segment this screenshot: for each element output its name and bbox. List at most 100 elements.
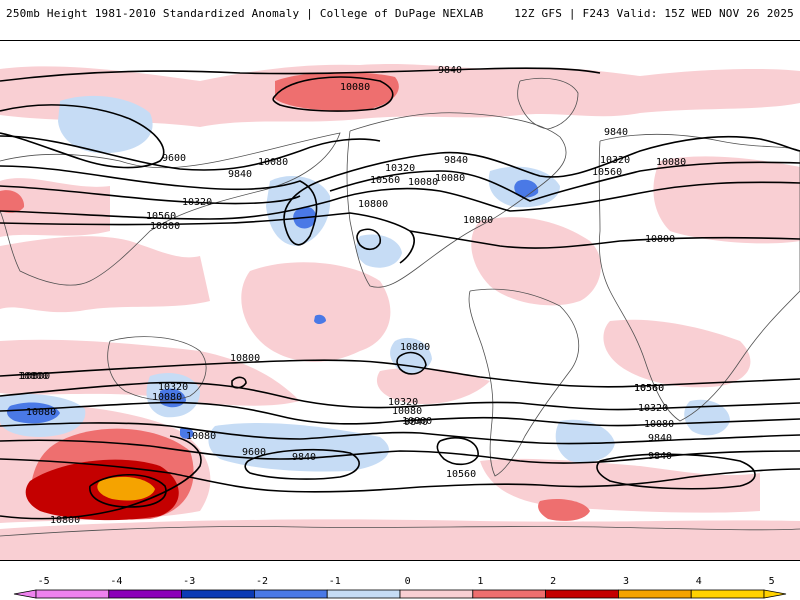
contour-line (0, 381, 800, 411)
anomaly-shade (376, 367, 490, 405)
colorbar-segment (472, 589, 546, 599)
contour-label: 10800 (18, 371, 48, 382)
contour-line (0, 185, 301, 205)
colorbar-tick-label: -2 (256, 576, 268, 587)
contour-label: 10800 (358, 199, 388, 210)
contour-line (0, 135, 381, 171)
contour-line (0, 359, 800, 388)
contour-label: 10080 (656, 157, 686, 168)
anomaly-map: 9840 10080 9600 9840 10080 10320 10560 1… (0, 40, 800, 561)
contour-line (0, 401, 800, 427)
colorbar-tick-labels: -5 -4 -3 -2 -1 0 1 2 3 4 5 (38, 576, 775, 587)
contour-line (436, 437, 479, 466)
contour-line (596, 453, 756, 490)
contour-label: 10800 (50, 515, 80, 526)
colorbar-tick-label: 2 (550, 576, 556, 587)
colorbar-tick-label: -3 (183, 576, 195, 587)
contour-label: 9600 (242, 447, 266, 458)
continent-australia (107, 336, 207, 401)
anomaly-shade (0, 64, 800, 127)
colorbar-segment (35, 589, 110, 599)
continent-europe-africa (598, 133, 800, 422)
contour-label: 10800 (463, 215, 493, 226)
colorbar-tick-label: 5 (769, 576, 775, 587)
anomaly-shade (356, 234, 402, 268)
negative-anomaly-moderate (7, 179, 539, 439)
contour-label: 10800 (230, 353, 260, 364)
colorbar-tick-label: 1 (477, 576, 483, 587)
contour-label: 10080 (340, 82, 370, 93)
positive-anomaly-extreme (97, 476, 155, 501)
contour-label: 10320 (158, 382, 188, 393)
contour-label: 10320 (182, 197, 212, 208)
contour-label: 9840 (404, 417, 428, 428)
contour-label: 9840 (292, 452, 316, 463)
contour-line (89, 473, 167, 508)
contour-label: 10320 (388, 397, 418, 408)
contour-label: 10560 (634, 383, 664, 394)
contour-label: 9840 (604, 127, 628, 138)
anomaly-shade (684, 399, 730, 436)
contour-label: 10800 (402, 416, 432, 427)
anomaly-shade (0, 236, 210, 313)
contour-label: 10800 (20, 371, 50, 382)
colorbar-tick-label: -4 (110, 576, 122, 587)
model-run-info: 12Z GFS | F243 Valid: 15Z WED NOV 26 202… (514, 7, 794, 20)
contour-label: 9600 (162, 153, 186, 164)
anomaly-shade (538, 499, 590, 521)
contour-label: 10080 (186, 431, 216, 442)
contour-label: 10560 (146, 211, 176, 222)
contour-label: 10800 (400, 342, 430, 353)
colorbar-segment (690, 589, 765, 599)
anomaly-shade (603, 319, 751, 388)
header-bar: 250mb Height 1981-2010 Standardized Anom… (0, 0, 800, 28)
colorbar-tick-label: 4 (696, 576, 702, 587)
colorbar-segment (108, 589, 183, 599)
colorbar-segment (399, 589, 474, 599)
colorbar-segment (763, 589, 787, 599)
contour-line (0, 181, 800, 220)
anomaly-shade (471, 217, 601, 306)
continent-south-america (468, 288, 579, 477)
contour-line (0, 67, 601, 82)
contour-label: 9840 (648, 451, 672, 462)
contour-line (231, 376, 247, 389)
contour-line (409, 230, 800, 249)
contour-label: 10080 (152, 392, 182, 403)
contour-label: 10560 (592, 167, 622, 178)
anomaly-shade (514, 179, 539, 198)
contour-label: 10080 (644, 419, 674, 430)
colorbar-tick-label: 0 (405, 576, 411, 587)
anomaly-shade (7, 402, 61, 424)
page-title: 250mb Height 1981-2010 Standardized Anom… (6, 7, 484, 20)
contour-line (356, 228, 382, 251)
colorbar-segment (545, 589, 619, 599)
contour-line (0, 135, 800, 246)
contour-line (0, 104, 165, 169)
continent-north-america (346, 112, 567, 288)
contour-line (0, 435, 202, 520)
colorbar-segment (618, 589, 692, 599)
colorbar-segment (326, 589, 401, 599)
anomaly-shade (653, 156, 800, 244)
contour-label: 10560 (634, 383, 664, 394)
anomaly-shade (58, 95, 153, 154)
contour-label: 10800 (645, 234, 675, 245)
anomaly-shade (0, 519, 800, 560)
contour-label: 10080 (258, 157, 288, 168)
contour-line (0, 422, 800, 445)
contour-label: 9840 (228, 169, 252, 180)
colorbar-segment (181, 589, 255, 599)
colorbar-tick-label: -1 (329, 576, 341, 587)
contour-labels: 9840 10080 9600 9840 10080 10320 10560 1… (18, 65, 686, 526)
contour-line (0, 212, 415, 264)
contour-line (0, 458, 800, 493)
contour-label: 9840 (444, 155, 468, 166)
anomaly-shade (0, 190, 25, 213)
colorbar-segment (13, 589, 37, 599)
coastlines (0, 77, 800, 537)
continent-antarctica (0, 526, 800, 537)
height-contours (0, 67, 800, 520)
anomaly-shade (97, 476, 155, 501)
colorbar-segment (253, 589, 328, 599)
